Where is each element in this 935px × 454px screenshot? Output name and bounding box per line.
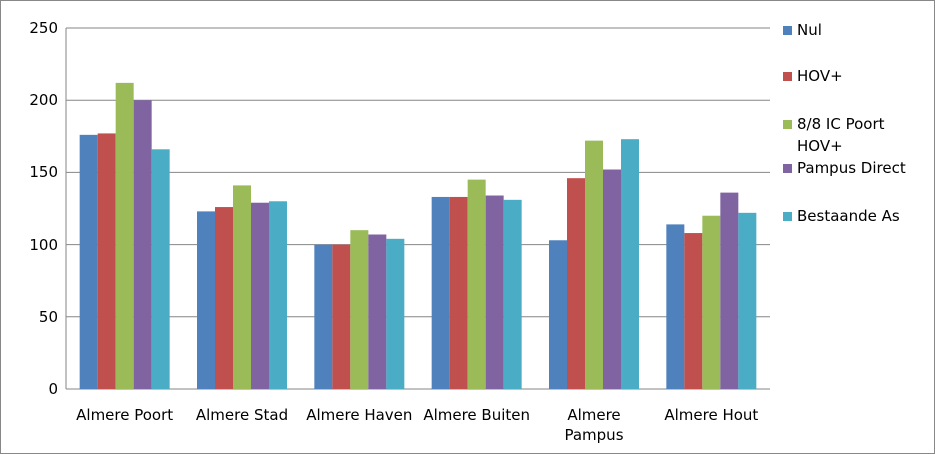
- legend-marker: [783, 164, 792, 173]
- legend-marker: [783, 26, 792, 35]
- bar: [485, 195, 504, 389]
- bar: [720, 192, 739, 389]
- bar: [666, 224, 685, 389]
- bar: [386, 238, 405, 389]
- bar: [567, 178, 585, 389]
- y-tick-label: 200: [29, 91, 58, 110]
- x-tick-label: Almere Stad: [195, 406, 289, 424]
- bar: [133, 100, 152, 389]
- bar: [215, 207, 233, 389]
- y-tick-label: 250: [29, 19, 58, 37]
- y-tick-label: 50: [38, 307, 58, 326]
- y-tick-label: 150: [29, 163, 58, 182]
- x-tick-label: Almere Hout: [664, 406, 759, 424]
- bar: [449, 196, 468, 389]
- legend-marker: [783, 120, 792, 129]
- bar: [431, 196, 450, 389]
- y-tick-label: 100: [29, 235, 58, 254]
- bar: [97, 133, 116, 389]
- legend-label: Bestaande As: [797, 207, 900, 225]
- bar: [368, 234, 387, 389]
- legend-label: Nul: [797, 21, 822, 39]
- bar: [585, 140, 603, 389]
- bar: [350, 230, 369, 389]
- x-tick-label: Almere Buiten: [423, 406, 530, 424]
- bar: [233, 185, 251, 389]
- y-tick-label: 0: [48, 380, 58, 398]
- bar: [467, 179, 486, 389]
- legend-marker: [783, 212, 792, 221]
- x-tick-label: Almere Haven: [306, 406, 413, 424]
- bar: [269, 201, 287, 389]
- x-tick-label: Almere Poort: [76, 406, 174, 424]
- legend-label: Pampus Direct: [797, 159, 906, 177]
- bar: [549, 240, 567, 389]
- legend-label: HOV+: [797, 67, 843, 85]
- bar: [332, 244, 351, 389]
- bar: [79, 134, 98, 389]
- bar: [503, 199, 522, 389]
- bar: [197, 211, 215, 389]
- bar: [702, 215, 721, 389]
- legend-marker: [783, 72, 792, 81]
- legend-label: 8/8 IC Poort HOV+: [797, 115, 885, 155]
- bar: [115, 82, 134, 389]
- bar: [738, 212, 757, 389]
- bar: [603, 169, 621, 389]
- bar: [314, 244, 333, 389]
- x-tick-label: Almere Pampus: [564, 406, 624, 444]
- bar: [621, 139, 639, 389]
- bar: [251, 202, 269, 389]
- bar: [684, 233, 703, 389]
- bar: [151, 149, 170, 389]
